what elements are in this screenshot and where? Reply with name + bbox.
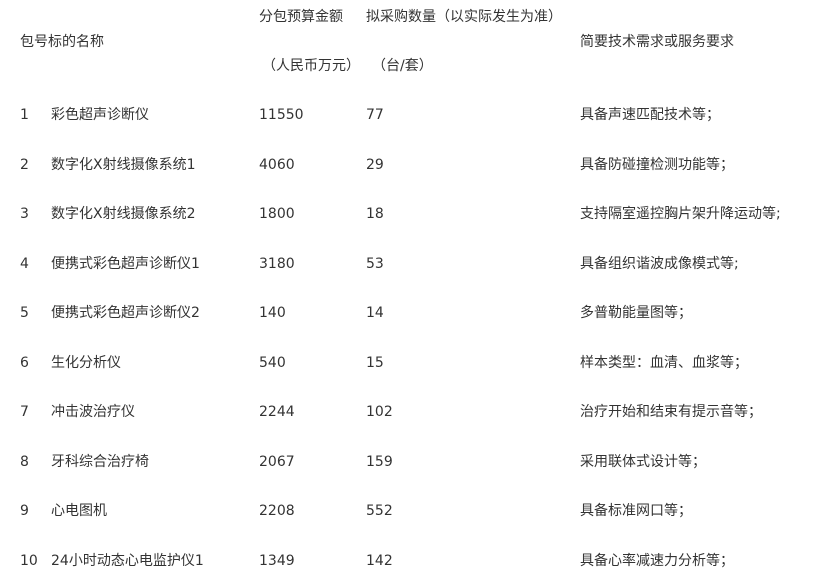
item-name: 便携式彩色超声诊断仪2	[51, 305, 200, 321]
quantity-value: 77	[366, 107, 384, 123]
quantity-value: 142	[366, 552, 393, 569]
budget-value: 2067	[259, 453, 295, 470]
quantity-value: 15	[366, 354, 384, 371]
header-requirement: 简要技术需求或服务要求	[580, 34, 734, 50]
requirement-text: 具备组织谐波成像模式等;	[580, 255, 739, 272]
item-name: 24小时动态心电监护仪1	[51, 552, 204, 569]
item-name: 生化分析仪	[51, 354, 121, 371]
quantity-value: 159	[366, 453, 393, 470]
budget-value: 2244	[259, 404, 295, 420]
header-qty-line2: （台/套）	[372, 58, 433, 74]
budget-value: 540	[259, 354, 286, 371]
budget-value: 1349	[259, 552, 295, 569]
quantity-value: 552	[366, 503, 393, 519]
row-number: 2	[20, 156, 29, 173]
requirement-text: 治疗开始和结束有提示音等；	[580, 404, 762, 420]
item-name: 彩色超声诊断仪	[51, 107, 149, 123]
row-number: 10	[20, 552, 38, 569]
item-name: 牙科综合治疗椅	[51, 453, 149, 470]
row-number: 8	[20, 453, 29, 470]
item-name: 便携式彩色超声诊断仪1	[51, 255, 200, 272]
budget-value: 11550	[259, 107, 304, 123]
budget-value: 4060	[259, 156, 295, 173]
budget-value: 1800	[259, 206, 295, 222]
quantity-value: 14	[366, 305, 384, 321]
requirement-text: 具备心率减速力分析等；	[580, 552, 734, 569]
item-name: 数字化X射线摄像系统2	[51, 206, 196, 222]
header-name: 包号标的名称	[20, 34, 104, 50]
header-qty-line1: 拟采购数量（以实际发生为准）	[366, 9, 562, 25]
item-name: 心电图机	[51, 503, 107, 519]
header-budget-line2: （人民币万元）	[262, 58, 360, 74]
requirement-text: 具备防碰撞检测功能等；	[580, 156, 734, 173]
row-number: 1	[20, 107, 29, 123]
requirement-text: 多普勒能量图等；	[580, 305, 692, 321]
quantity-value: 53	[366, 255, 384, 272]
requirement-text: 支持隔室遥控胸片架升降运动等;	[580, 206, 781, 222]
quantity-value: 29	[366, 156, 384, 173]
budget-value: 2208	[259, 503, 295, 519]
header-budget-line1: 分包预算金额	[259, 9, 343, 25]
item-name: 数字化X射线摄像系统1	[51, 156, 196, 173]
budget-value: 3180	[259, 255, 295, 272]
row-number: 3	[20, 206, 29, 222]
item-name: 冲击波治疗仪	[51, 404, 135, 420]
requirement-text: 样本类型：血清、血浆等；	[580, 354, 748, 371]
requirement-text: 具备声速匹配技术等；	[580, 107, 720, 123]
row-number: 7	[20, 404, 29, 420]
row-number: 9	[20, 503, 29, 519]
budget-value: 140	[259, 305, 286, 321]
requirement-text: 采用联体式设计等；	[580, 453, 706, 470]
row-number: 4	[20, 255, 29, 272]
row-number: 6	[20, 354, 29, 371]
row-number: 5	[20, 305, 29, 321]
requirement-text: 具备标准网口等；	[580, 503, 692, 519]
quantity-value: 18	[366, 206, 384, 222]
quantity-value: 102	[366, 404, 393, 420]
